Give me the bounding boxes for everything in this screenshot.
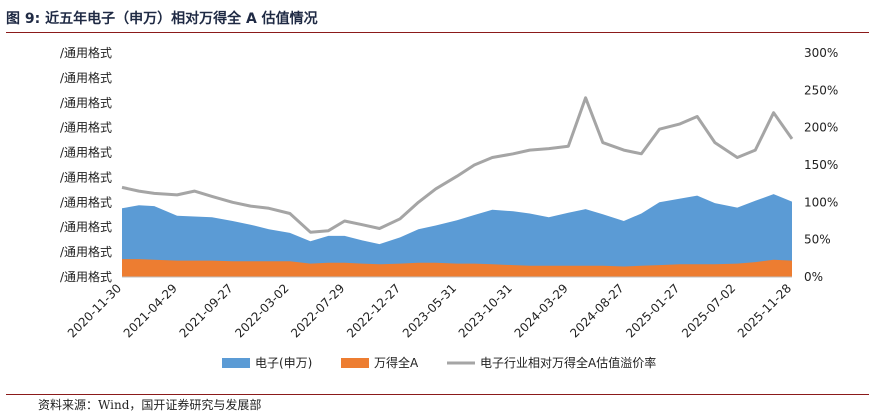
x-tick-label: 2024-08-27 <box>567 281 626 340</box>
x-tick-label: 2025-11-28 <box>735 281 794 340</box>
x-tick-label: 2023-05-31 <box>400 281 459 340</box>
right-tick-label: 250% <box>804 83 838 97</box>
source-note: 资料来源：Wind，国开证券研究与发展部 <box>38 398 262 412</box>
left-tick-label: /通用格式 <box>60 95 112 110</box>
series-area-wind-all-a <box>122 259 792 277</box>
x-tick-label: 2021-04-29 <box>121 281 180 340</box>
plot-areas <box>121 96 794 277</box>
left-axis: /通用格式/通用格式/通用格式/通用格式/通用格式/通用格式/通用格式/通用格式… <box>60 45 112 284</box>
left-tick-label: /通用格式 <box>60 219 112 234</box>
figure-title: 图 9: 近五年电子（申万）相对万得全 A 估值情况 <box>6 11 318 27</box>
title-divider <box>6 32 869 33</box>
series-line-premium <box>121 96 794 234</box>
x-axis: 2020-11-302021-04-292021-09-272022-03-02… <box>65 276 794 340</box>
x-tick-label: 2022-07-29 <box>288 281 347 340</box>
left-tick-label: /通用格式 <box>60 120 112 135</box>
right-tick-label: 300% <box>804 46 838 60</box>
right-tick-label: 200% <box>804 121 838 135</box>
left-tick-label: /通用格式 <box>60 45 112 60</box>
right-tick-label: 100% <box>804 195 838 209</box>
left-tick-label: /通用格式 <box>60 70 112 85</box>
legend-swatch <box>341 358 369 368</box>
legend-label: 电子行业相对万得全A估值溢价率 <box>480 355 656 370</box>
x-tick-label: 2020-11-30 <box>65 281 124 340</box>
left-tick-label: /通用格式 <box>60 244 112 259</box>
left-tick-label: /通用格式 <box>60 194 112 209</box>
left-tick-label: /通用格式 <box>60 145 112 160</box>
x-tick-label: 2022-12-27 <box>344 281 403 340</box>
legend-label: 万得全A <box>374 355 419 370</box>
legend-swatch <box>222 358 250 368</box>
left-tick-label: /通用格式 <box>60 269 112 284</box>
legend-label: 电子(申万) <box>255 356 312 370</box>
series-area-electronics <box>122 194 792 277</box>
x-tick-label: 2021-09-27 <box>177 281 236 340</box>
x-tick-label: 2025-07-02 <box>679 281 738 340</box>
right-axis: 0% 50% 100% 150% 200% 250% 300% <box>804 46 838 284</box>
x-tick-label: 2023-10-31 <box>456 281 515 340</box>
x-tick-label: 2025-01-27 <box>623 281 682 340</box>
right-tick-label: 150% <box>804 158 838 172</box>
x-tick-label: 2024-03-29 <box>512 281 571 340</box>
left-tick-label: /通用格式 <box>60 169 112 184</box>
right-tick-label: 50% <box>804 233 831 247</box>
right-tick-label: 0% <box>804 270 823 284</box>
x-tick-label: 2022-03-02 <box>232 281 291 340</box>
footer-divider <box>6 394 869 395</box>
legend: 电子(申万) 万得全A 电子行业相对万得全A估值溢价率 <box>222 355 656 370</box>
